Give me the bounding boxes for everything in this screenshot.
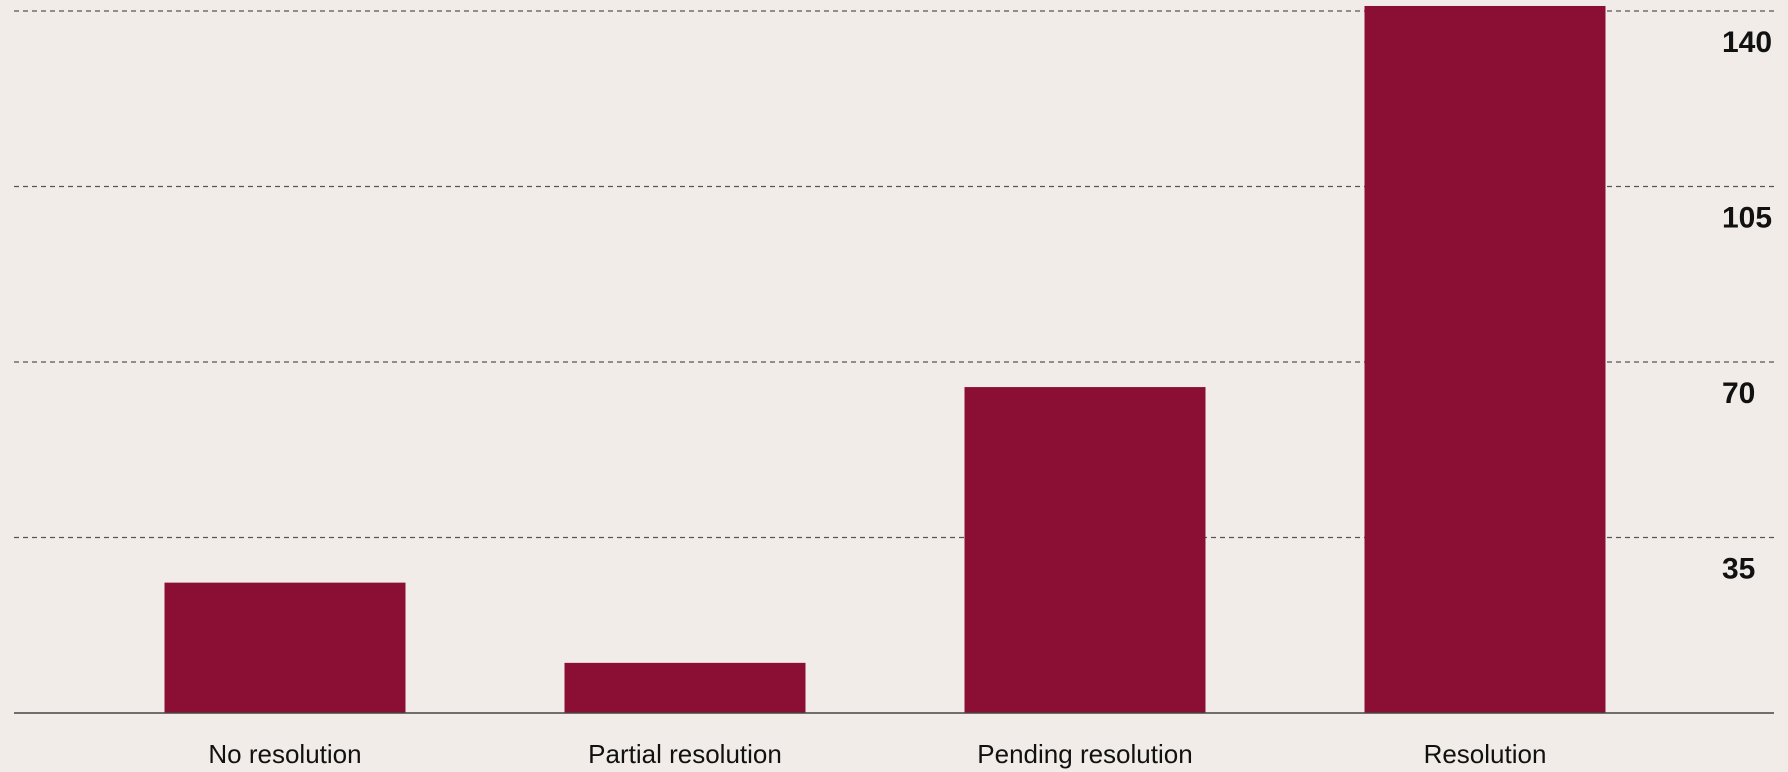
bars [164,5,1606,713]
bar-no-resolution [164,582,406,713]
x-category-label: No resolution [208,739,361,769]
y-tick-label: 105 [1722,202,1772,235]
bar-partial-resolution [564,662,806,713]
x-category-label: Resolution [1424,739,1547,769]
bar-pending-resolution [964,387,1206,713]
x-axis-labels: No resolution Partial resolution Pending r… [208,739,1546,769]
y-axis-ticks: 35 70 105 140 [1722,26,1772,586]
y-tick-label: 35 [1722,553,1755,586]
x-category-label: Pending resolution [977,739,1192,769]
y-tick-label: 70 [1722,377,1755,410]
bar-resolution [1364,5,1606,713]
x-category-label: Partial resolution [588,739,782,769]
y-tick-label: 140 [1722,26,1772,59]
